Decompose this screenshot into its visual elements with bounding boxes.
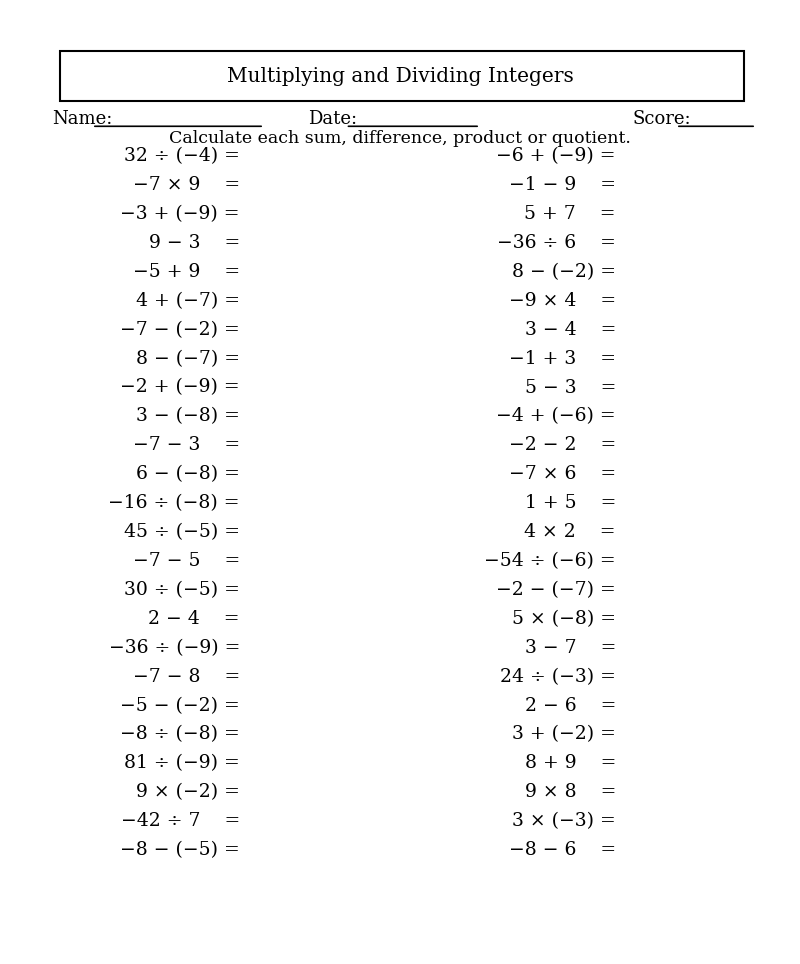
Text: −7 × 6    =: −7 × 6 = bbox=[509, 466, 616, 483]
Text: −36 ÷ 6    =: −36 ÷ 6 = bbox=[497, 234, 616, 252]
Text: 3 − (−8) =: 3 − (−8) = bbox=[136, 408, 240, 425]
Text: 81 ÷ (−9) =: 81 ÷ (−9) = bbox=[124, 755, 240, 772]
Text: −9 × 4    =: −9 × 4 = bbox=[509, 292, 616, 309]
Text: −16 ÷ (−8) =: −16 ÷ (−8) = bbox=[109, 495, 240, 512]
Text: −2 − (−7) =: −2 − (−7) = bbox=[496, 581, 616, 599]
Text: −1 + 3    =: −1 + 3 = bbox=[509, 350, 616, 367]
Text: 5 − 3    =: 5 − 3 = bbox=[525, 379, 616, 396]
Text: −7 − 3    =: −7 − 3 = bbox=[133, 437, 240, 454]
Text: 6 − (−8) =: 6 − (−8) = bbox=[136, 466, 240, 483]
Text: −3 + (−9) =: −3 + (−9) = bbox=[121, 205, 240, 223]
Text: 9 − 3    =: 9 − 3 = bbox=[149, 234, 240, 252]
Text: 3 + (−2) =: 3 + (−2) = bbox=[512, 726, 616, 743]
Text: −2 + (−9) =: −2 + (−9) = bbox=[120, 379, 240, 396]
Text: −7 × 9    =: −7 × 9 = bbox=[133, 176, 240, 194]
Text: Date:: Date: bbox=[308, 110, 357, 127]
Text: −8 ÷ (−8) =: −8 ÷ (−8) = bbox=[120, 726, 240, 743]
Text: 4 + (−7) =: 4 + (−7) = bbox=[136, 292, 240, 309]
Text: −4 + (−6) =: −4 + (−6) = bbox=[496, 408, 616, 425]
Text: 2 − 4    =: 2 − 4 = bbox=[149, 610, 240, 628]
Text: 5 × (−8) =: 5 × (−8) = bbox=[512, 610, 616, 628]
Text: −8 − 6    =: −8 − 6 = bbox=[509, 842, 616, 859]
Text: 32 ÷ (−4) =: 32 ÷ (−4) = bbox=[124, 147, 240, 165]
Text: 4 × 2    =: 4 × 2 = bbox=[525, 523, 616, 541]
Text: −7 − (−2) =: −7 − (−2) = bbox=[120, 321, 240, 338]
Text: −8 − (−5) =: −8 − (−5) = bbox=[120, 842, 240, 859]
Text: −7 − 8    =: −7 − 8 = bbox=[133, 668, 240, 685]
Text: −5 + 9    =: −5 + 9 = bbox=[133, 263, 240, 281]
Text: −36 ÷ (−9) =: −36 ÷ (−9) = bbox=[109, 639, 240, 656]
Text: Score:: Score: bbox=[632, 110, 690, 127]
Text: Multiplying and Dividing Integers: Multiplying and Dividing Integers bbox=[226, 67, 574, 86]
Text: 9 × (−2) =: 9 × (−2) = bbox=[136, 784, 240, 801]
Text: −6 + (−9) =: −6 + (−9) = bbox=[497, 147, 616, 165]
Text: 3 − 4    =: 3 − 4 = bbox=[525, 321, 616, 338]
FancyBboxPatch shape bbox=[60, 51, 744, 101]
Text: 24 ÷ (−3) =: 24 ÷ (−3) = bbox=[500, 668, 616, 685]
Text: −1 − 9    =: −1 − 9 = bbox=[509, 176, 616, 194]
Text: 45 ÷ (−5) =: 45 ÷ (−5) = bbox=[124, 523, 240, 541]
Text: −7 − 5    =: −7 − 5 = bbox=[133, 552, 240, 570]
Text: −54 ÷ (−6) =: −54 ÷ (−6) = bbox=[484, 552, 616, 570]
Text: 30 ÷ (−5) =: 30 ÷ (−5) = bbox=[124, 581, 240, 599]
Text: −2 − 2    =: −2 − 2 = bbox=[509, 437, 616, 454]
Text: 9 × 8    =: 9 × 8 = bbox=[525, 784, 616, 801]
Text: 1 + 5    =: 1 + 5 = bbox=[525, 495, 616, 512]
Text: 8 + 9    =: 8 + 9 = bbox=[525, 755, 616, 772]
Text: 5 + 7    =: 5 + 7 = bbox=[525, 205, 616, 223]
Text: 8 − (−2) =: 8 − (−2) = bbox=[512, 263, 616, 281]
Text: −42 ÷ 7    =: −42 ÷ 7 = bbox=[121, 813, 240, 830]
Text: 3 − 7    =: 3 − 7 = bbox=[525, 639, 616, 656]
Text: 8 − (−7) =: 8 − (−7) = bbox=[136, 350, 240, 367]
Text: −5 − (−2) =: −5 − (−2) = bbox=[120, 697, 240, 714]
Text: Name:: Name: bbox=[52, 110, 112, 127]
Text: Calculate each sum, difference, product or quotient.: Calculate each sum, difference, product … bbox=[169, 130, 631, 147]
Text: 2 − 6    =: 2 − 6 = bbox=[525, 697, 616, 714]
Text: 3 × (−3) =: 3 × (−3) = bbox=[512, 813, 616, 830]
